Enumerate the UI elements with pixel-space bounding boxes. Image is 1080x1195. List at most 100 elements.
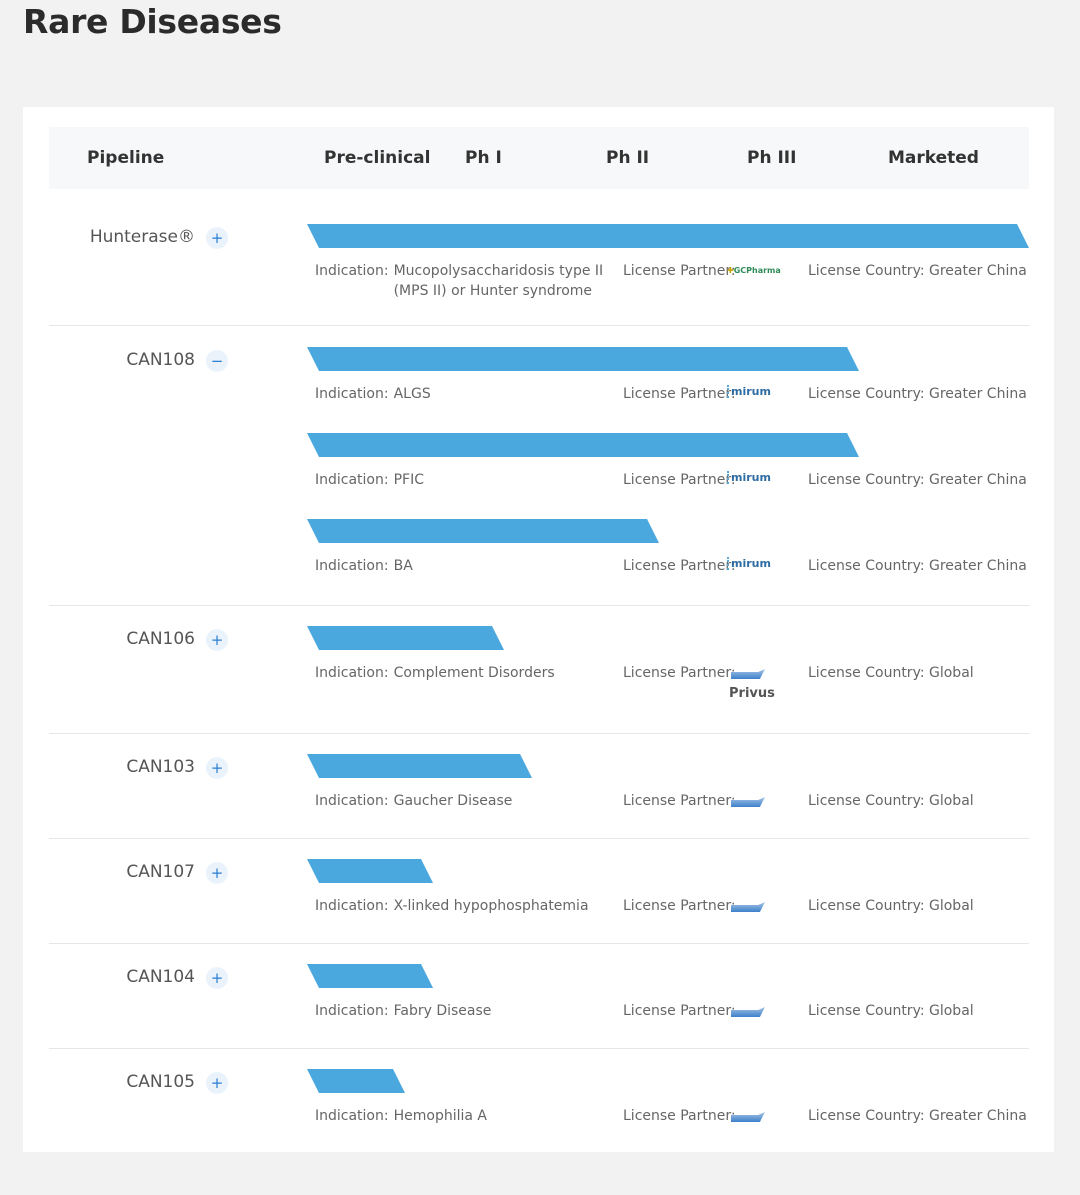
pipeline-table: Pipeline Pre-clinical Ph I Ph II Ph III … bbox=[23, 107, 1054, 1152]
expand-toggle[interactable]: + bbox=[206, 227, 228, 249]
table-header: Pipeline Pre-clinical Ph I Ph II Ph III … bbox=[49, 127, 1029, 189]
license-country-label: License Country: bbox=[808, 1108, 925, 1124]
expand-toggle[interactable]: + bbox=[206, 967, 228, 989]
license-country-value: Global bbox=[929, 1003, 974, 1019]
license-partner-label: License Partner: bbox=[623, 665, 736, 681]
progress-bar bbox=[307, 519, 659, 543]
mirum-logo: mirum bbox=[727, 385, 771, 398]
license-country-text: License Country: Global bbox=[808, 896, 974, 916]
license-country-value: Greater China bbox=[929, 386, 1027, 402]
mirum-logo-text: mirum bbox=[731, 557, 771, 570]
indication-text: Indication: Hemophilia A bbox=[315, 1106, 605, 1126]
indication-label: Indication: bbox=[315, 558, 389, 574]
gc-plus-icon: ✚ bbox=[727, 266, 734, 275]
gc-logo-text: GCPharma bbox=[733, 266, 781, 275]
license-partner-label: License Partner: bbox=[623, 898, 736, 914]
indication-value: X-linked hypophosphatemia bbox=[393, 898, 589, 914]
indication-label: Indication: bbox=[315, 1108, 389, 1124]
indication-label: Indication: bbox=[315, 793, 389, 809]
header-marketed: Marketed bbox=[888, 148, 979, 168]
license-country-label: License Country: bbox=[808, 558, 925, 574]
indication-value: BA bbox=[393, 558, 413, 574]
row-divider bbox=[49, 838, 1029, 839]
indication-text: Indication: Gaucher Disease bbox=[315, 791, 605, 811]
row-divider bbox=[49, 733, 1029, 734]
multibiologics-logo bbox=[731, 669, 765, 679]
license-partner-label: License Partner: bbox=[623, 1003, 736, 1019]
license-country-label: License Country: bbox=[808, 386, 925, 402]
indication-text: Indication: X-linked hypophosphatemia bbox=[315, 896, 605, 916]
indication-value: Complement Disorders bbox=[393, 665, 555, 681]
indication-value: Mucopolysaccharidosis type II (MPS II) o… bbox=[393, 263, 604, 299]
indication-value: Fabry Disease bbox=[393, 1003, 492, 1019]
program-name: CAN103 bbox=[126, 757, 195, 777]
license-partner-label: License Partner: bbox=[623, 263, 736, 279]
multibiologics-logo bbox=[731, 1112, 765, 1122]
progress-bar bbox=[307, 626, 504, 650]
license-country-label: License Country: bbox=[808, 665, 925, 681]
program-name: CAN104 bbox=[126, 967, 195, 987]
row-divider bbox=[49, 605, 1029, 606]
row-divider bbox=[49, 325, 1029, 326]
license-country-text: License Country: Global bbox=[808, 791, 974, 811]
license-country-label: License Country: bbox=[808, 263, 925, 279]
indication-value: Gaucher Disease bbox=[393, 793, 513, 809]
progress-bar bbox=[307, 859, 433, 883]
license-country-label: License Country: bbox=[808, 1003, 925, 1019]
indication-label: Indication: bbox=[315, 472, 389, 488]
indication-label: Indication: bbox=[315, 263, 389, 279]
indication-label: Indication: bbox=[315, 898, 389, 914]
header-ph2: Ph II bbox=[606, 148, 650, 168]
license-country-text: License Country: Global bbox=[808, 663, 974, 683]
mirum-logo: mirum bbox=[727, 557, 771, 570]
indication-value: Hemophilia A bbox=[393, 1108, 487, 1124]
gc-pharma-logo: ✚GCPharma bbox=[727, 266, 781, 275]
program-name: Hunterase® bbox=[89, 227, 195, 247]
license-country-value: Global bbox=[929, 793, 974, 809]
mirum-logo-text: mirum bbox=[731, 471, 771, 484]
license-country-text: License Country: Greater China bbox=[808, 384, 1027, 404]
row-divider bbox=[49, 943, 1029, 944]
indication-text: Indication: PFIC bbox=[315, 470, 605, 490]
header-ph1: Ph I bbox=[465, 148, 502, 168]
license-partner-label: License Partner: bbox=[623, 1108, 736, 1124]
license-country-value: Greater China bbox=[929, 1108, 1027, 1124]
license-country-text: License Country: Greater China bbox=[808, 261, 1027, 281]
indication-text: Indication: Complement Disorders bbox=[315, 663, 605, 683]
indication-text: Indication: Fabry Disease bbox=[315, 1001, 605, 1021]
expand-toggle[interactable]: + bbox=[206, 1072, 228, 1094]
indication-text: Indication: ALGS bbox=[315, 384, 605, 404]
multibiologics-logo bbox=[731, 902, 765, 912]
progress-bar bbox=[307, 224, 1029, 248]
mirum-logo: mirum bbox=[727, 471, 771, 484]
program-name: CAN107 bbox=[126, 862, 195, 882]
indication-text: Indication: BA bbox=[315, 556, 605, 576]
license-country-text: License Country: Greater China bbox=[808, 470, 1027, 490]
indication-label: Indication: bbox=[315, 1003, 389, 1019]
expand-toggle[interactable]: + bbox=[206, 862, 228, 884]
collapse-toggle[interactable]: − bbox=[206, 350, 228, 372]
program-name: CAN105 bbox=[126, 1072, 195, 1092]
progress-bar bbox=[307, 433, 859, 457]
page-title: Rare Diseases bbox=[23, 2, 282, 41]
mirum-logo-text: mirum bbox=[731, 385, 771, 398]
license-partner-label: License Partner: bbox=[623, 558, 736, 574]
license-country-label: License Country: bbox=[808, 793, 925, 809]
license-partner-label: License Partner: bbox=[623, 472, 736, 488]
expand-toggle[interactable]: + bbox=[206, 757, 228, 779]
indication-label: Indication: bbox=[315, 386, 389, 402]
progress-bar bbox=[307, 347, 859, 371]
multibiologics-logo bbox=[731, 1007, 765, 1017]
header-preclinical: Pre-clinical bbox=[324, 148, 431, 168]
progress-bar bbox=[307, 964, 433, 988]
license-country-value: Greater China bbox=[929, 558, 1027, 574]
expand-toggle[interactable]: + bbox=[206, 629, 228, 651]
progress-bar bbox=[307, 754, 532, 778]
indication-value: PFIC bbox=[393, 472, 424, 488]
header-ph3: Ph III bbox=[747, 148, 797, 168]
indication-value: ALGS bbox=[393, 386, 431, 402]
license-country-value: Greater China bbox=[929, 472, 1027, 488]
indication-text: Indication: Mucopolysaccharidosis type II… bbox=[315, 261, 605, 301]
program-name: CAN106 bbox=[126, 629, 195, 649]
license-country-text: License Country: Global bbox=[808, 1001, 974, 1021]
